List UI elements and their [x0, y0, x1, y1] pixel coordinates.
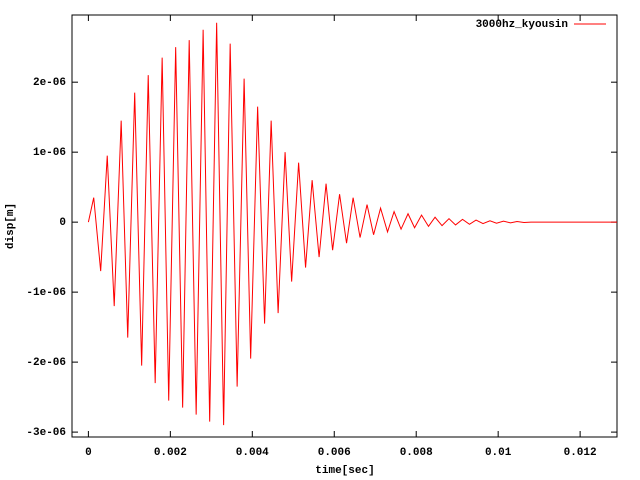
x-tick-label: 0.002 [154, 447, 187, 459]
y-axis-label: disp[m] [5, 203, 17, 249]
x-tick-label: 0 [85, 447, 92, 459]
y-tick-label: 0 [59, 217, 66, 229]
plot-frame [71, 14, 618, 438]
data-line [87, 22, 617, 426]
y-tick-label: 2e-06 [33, 77, 66, 89]
y-tick-label: -3e-06 [26, 427, 66, 439]
legend-label: 3000hz_kyousin [476, 19, 568, 31]
x-axis-label: time[sec] [315, 465, 374, 477]
y-tick-label: 1e-06 [33, 147, 66, 159]
x-tick-label: 0.006 [318, 447, 351, 459]
x-tick-label: 0.012 [564, 447, 597, 459]
y-tick-label: -2e-06 [26, 357, 66, 369]
x-tick-label: 0.01 [485, 447, 512, 459]
x-tick-label: 0.004 [236, 447, 269, 459]
x-tick-label: 0.008 [400, 447, 433, 459]
y-tick-label: -1e-06 [26, 287, 66, 299]
